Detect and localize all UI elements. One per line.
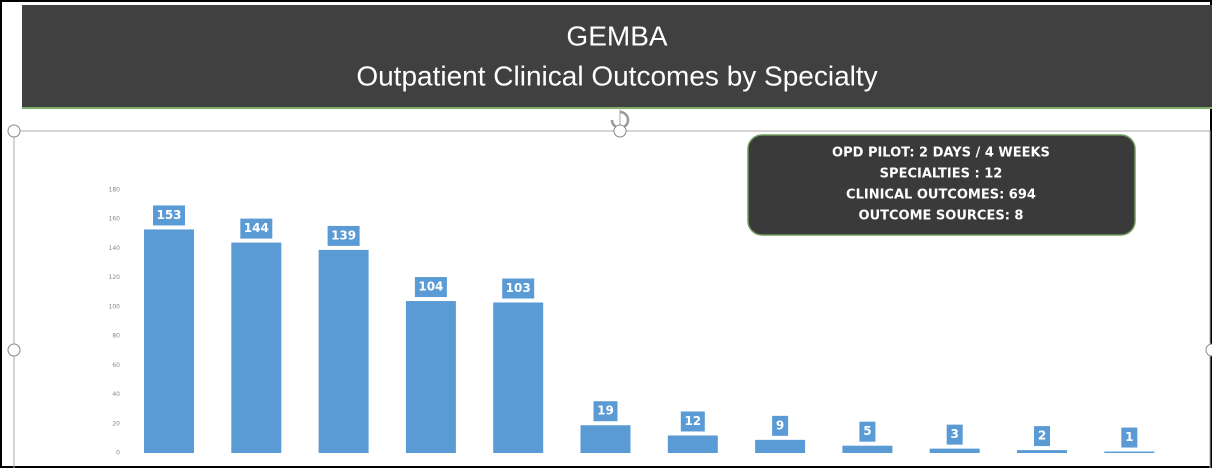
chart-title: GEMBA — [566, 20, 667, 51]
y-tick-label: 20 — [112, 420, 120, 427]
y-tick-label: 180 — [109, 187, 121, 194]
resize-handle[interactable] — [7, 343, 21, 357]
chart-subtitle: Outpatient Clinical Outcomes by Specialt… — [356, 60, 877, 91]
value-label: 9 — [776, 418, 784, 432]
value-label-box — [1121, 427, 1138, 448]
y-tick-label: 40 — [112, 391, 120, 398]
bar — [318, 249, 369, 453]
value-label-box — [414, 277, 447, 298]
bar — [405, 301, 456, 453]
y-tick-label: 100 — [109, 303, 121, 310]
bar — [493, 302, 544, 453]
value-label: 153 — [156, 208, 181, 222]
bar — [842, 445, 893, 453]
y-tick-label: 0 — [116, 450, 120, 457]
rotate-handle[interactable] — [610, 110, 630, 130]
value-label-box — [502, 278, 535, 299]
value-label-box — [680, 411, 705, 432]
value-label: 5 — [863, 424, 871, 438]
y-tick-label: 140 — [109, 245, 121, 252]
resize-handle[interactable] — [7, 124, 21, 138]
resize-handle[interactable] — [1205, 343, 1212, 357]
info-line: OUTCOME SOURCES: 8 — [859, 209, 1024, 224]
selection-frame — [13, 130, 1211, 468]
resize-handle[interactable] — [613, 124, 627, 138]
y-tick-label: 60 — [112, 362, 120, 369]
value-label-box — [1034, 426, 1050, 447]
bar — [580, 425, 631, 453]
value-label: 139 — [331, 228, 356, 242]
y-tick-label: 80 — [112, 333, 120, 340]
bar — [755, 439, 806, 453]
bar — [667, 435, 718, 453]
y-tick-label: 160 — [109, 216, 121, 223]
value-label: 104 — [418, 280, 443, 294]
value-label: 103 — [506, 281, 531, 295]
y-tick-label: 120 — [109, 274, 121, 281]
value-label: 3 — [951, 427, 959, 441]
bar — [1104, 451, 1155, 453]
value-label-box — [859, 421, 876, 442]
bar — [929, 448, 980, 453]
value-label: 2 — [1038, 429, 1046, 443]
value-label-box — [240, 218, 273, 239]
bar — [1017, 450, 1067, 453]
value-label: 1 — [1125, 430, 1133, 444]
value-label-box — [946, 424, 963, 445]
bar — [231, 242, 282, 453]
value-label-box — [153, 205, 185, 226]
value-label-box — [593, 401, 618, 422]
info-box — [747, 134, 1136, 236]
title-banner — [22, 5, 1212, 108]
bar — [144, 229, 194, 453]
value-label: 12 — [684, 414, 701, 428]
info-line: CLINICAL OUTCOMES: 694 — [846, 188, 1036, 203]
value-label-box — [772, 415, 789, 436]
value-label: 19 — [597, 404, 614, 418]
info-line: SPECIALTIES : 12 — [880, 167, 1003, 182]
value-label: 144 — [244, 221, 269, 235]
info-line: OPD PILOT: 2 DAYS / 4 WEEKS — [832, 146, 1050, 161]
value-label-box — [327, 225, 360, 246]
